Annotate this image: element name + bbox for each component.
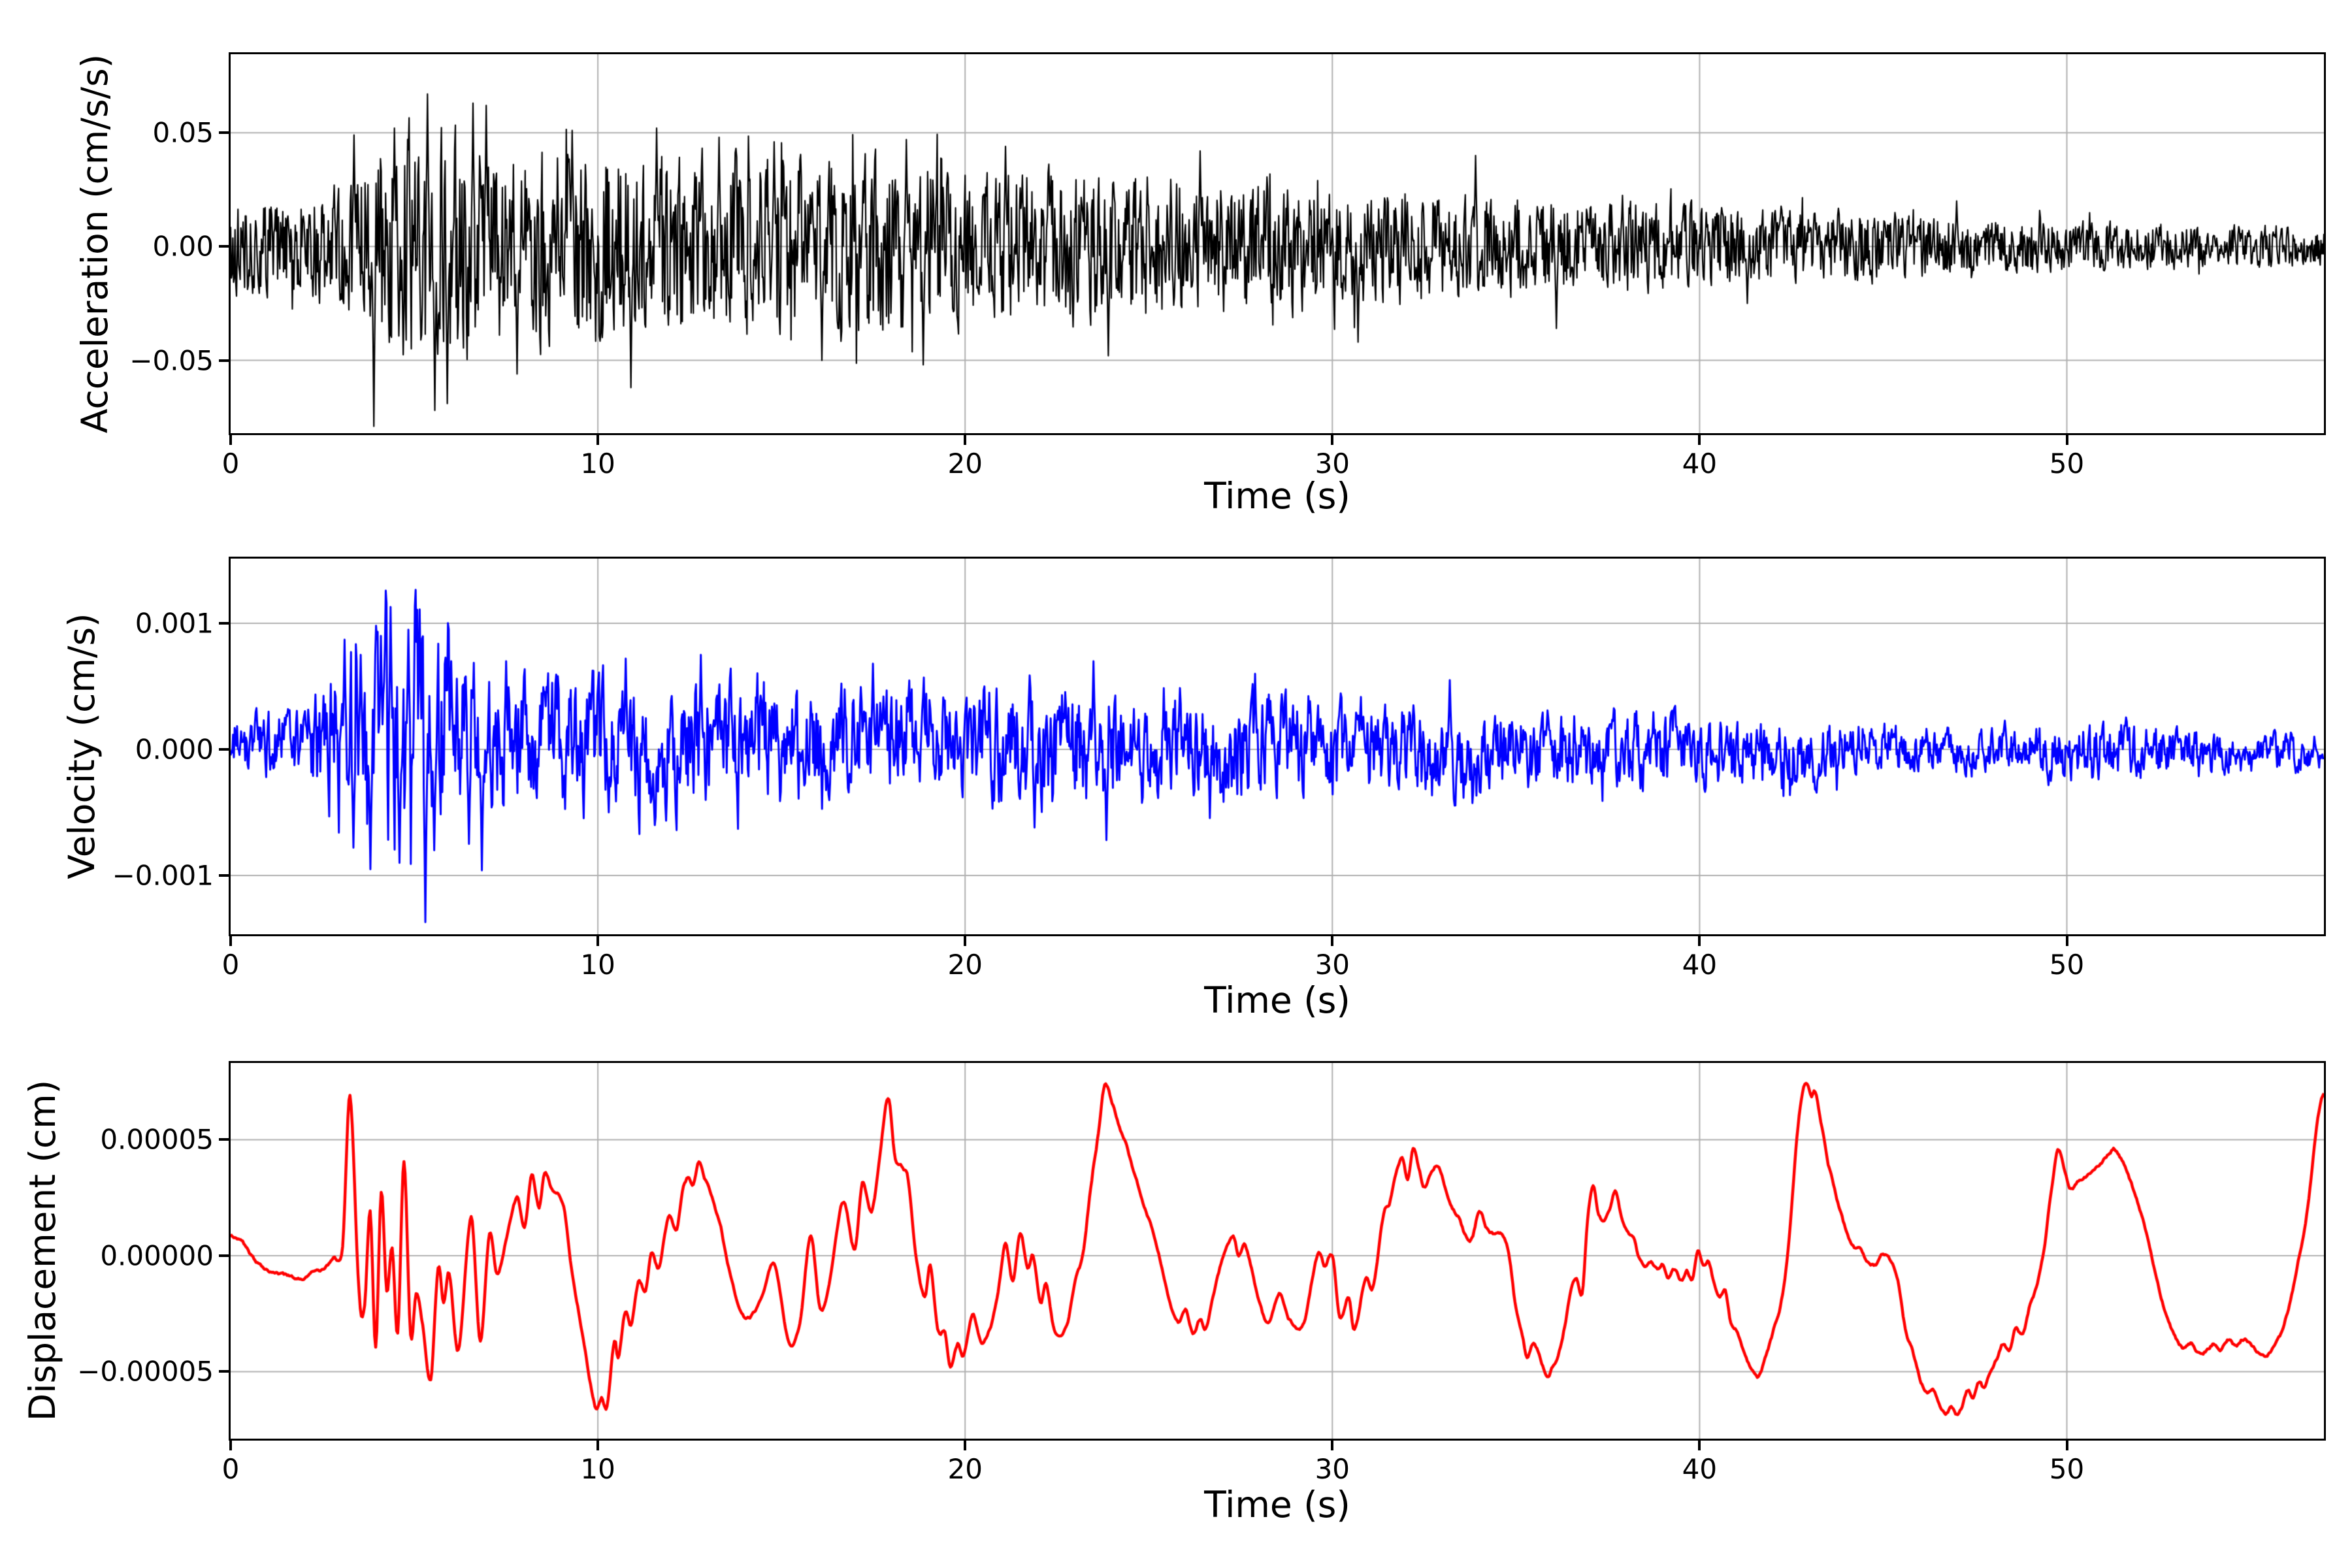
y-tick-mark xyxy=(219,1138,229,1141)
x-tick-mark xyxy=(2065,435,2068,445)
x-tick-mark xyxy=(1698,1441,1701,1450)
x-tick-label: 10 xyxy=(580,949,615,981)
y-tick-mark xyxy=(219,874,229,877)
x-tick-label: 20 xyxy=(947,949,983,981)
x-tick-mark xyxy=(596,1441,600,1450)
x-tick-mark xyxy=(964,1441,967,1450)
x-tick-mark xyxy=(229,435,232,445)
displacement-plot-area xyxy=(229,1061,2326,1441)
x-tick-label: 0 xyxy=(221,949,240,981)
displacement-trace xyxy=(231,1063,2324,1439)
x-tick-label: 40 xyxy=(1682,448,1718,480)
y-tick-label: 0.000 xyxy=(135,733,214,766)
y-tick-mark xyxy=(219,748,229,751)
x-tick-mark xyxy=(1698,936,1701,946)
x-tick-label: 0 xyxy=(221,448,240,480)
y-tick-mark xyxy=(219,245,229,248)
x-tick-mark xyxy=(596,936,600,946)
x-tick-mark xyxy=(2065,936,2068,946)
x-tick-mark xyxy=(1331,936,1334,946)
x-tick-mark xyxy=(1331,1441,1334,1450)
x-tick-label: 20 xyxy=(947,1453,983,1485)
velocity-x-axis-label: Time (s) xyxy=(1204,979,1350,1021)
x-tick-mark xyxy=(229,936,232,946)
y-tick-label: −0.05 xyxy=(129,344,214,377)
x-tick-label: 30 xyxy=(1315,1453,1350,1485)
acceleration-plot-area xyxy=(229,52,2326,435)
y-tick-label: 0.00005 xyxy=(100,1123,214,1156)
x-tick-label: 50 xyxy=(2049,1453,2085,1485)
y-tick-label: 0.00 xyxy=(152,230,214,263)
x-tick-mark xyxy=(596,435,600,445)
x-tick-label: 50 xyxy=(2049,448,2085,480)
x-tick-label: 40 xyxy=(1682,949,1718,981)
x-tick-mark xyxy=(964,936,967,946)
x-tick-label: 30 xyxy=(1315,949,1350,981)
x-tick-mark xyxy=(229,1441,232,1450)
x-tick-label: 10 xyxy=(580,448,615,480)
y-tick-label: 0.00000 xyxy=(100,1239,214,1272)
velocity-plot-area xyxy=(229,557,2326,936)
y-tick-mark xyxy=(219,1254,229,1257)
y-tick-label: −0.001 xyxy=(112,859,214,892)
x-tick-label: 40 xyxy=(1682,1453,1718,1485)
y-tick-label: 0.001 xyxy=(135,607,214,640)
x-tick-mark xyxy=(2065,1441,2068,1450)
y-tick-mark xyxy=(219,1370,229,1373)
x-tick-label: 0 xyxy=(221,1453,240,1485)
y-tick-mark xyxy=(219,359,229,362)
x-tick-label: 10 xyxy=(580,1453,615,1485)
x-tick-mark xyxy=(964,435,967,445)
x-tick-label: 50 xyxy=(2049,949,2085,981)
velocity-trace xyxy=(231,559,2324,934)
displacement-x-axis-label: Time (s) xyxy=(1204,1484,1350,1526)
x-tick-label: 20 xyxy=(947,448,983,480)
x-tick-mark xyxy=(1331,435,1334,445)
y-tick-label: −0.00005 xyxy=(77,1355,214,1388)
x-tick-mark xyxy=(1698,435,1701,445)
acceleration-trace xyxy=(231,54,2324,433)
y-tick-mark xyxy=(219,622,229,625)
acceleration-x-axis-label: Time (s) xyxy=(1204,475,1350,517)
y-tick-label: 0.05 xyxy=(152,116,214,149)
y-tick-mark xyxy=(219,131,229,135)
x-tick-label: 30 xyxy=(1315,448,1350,480)
